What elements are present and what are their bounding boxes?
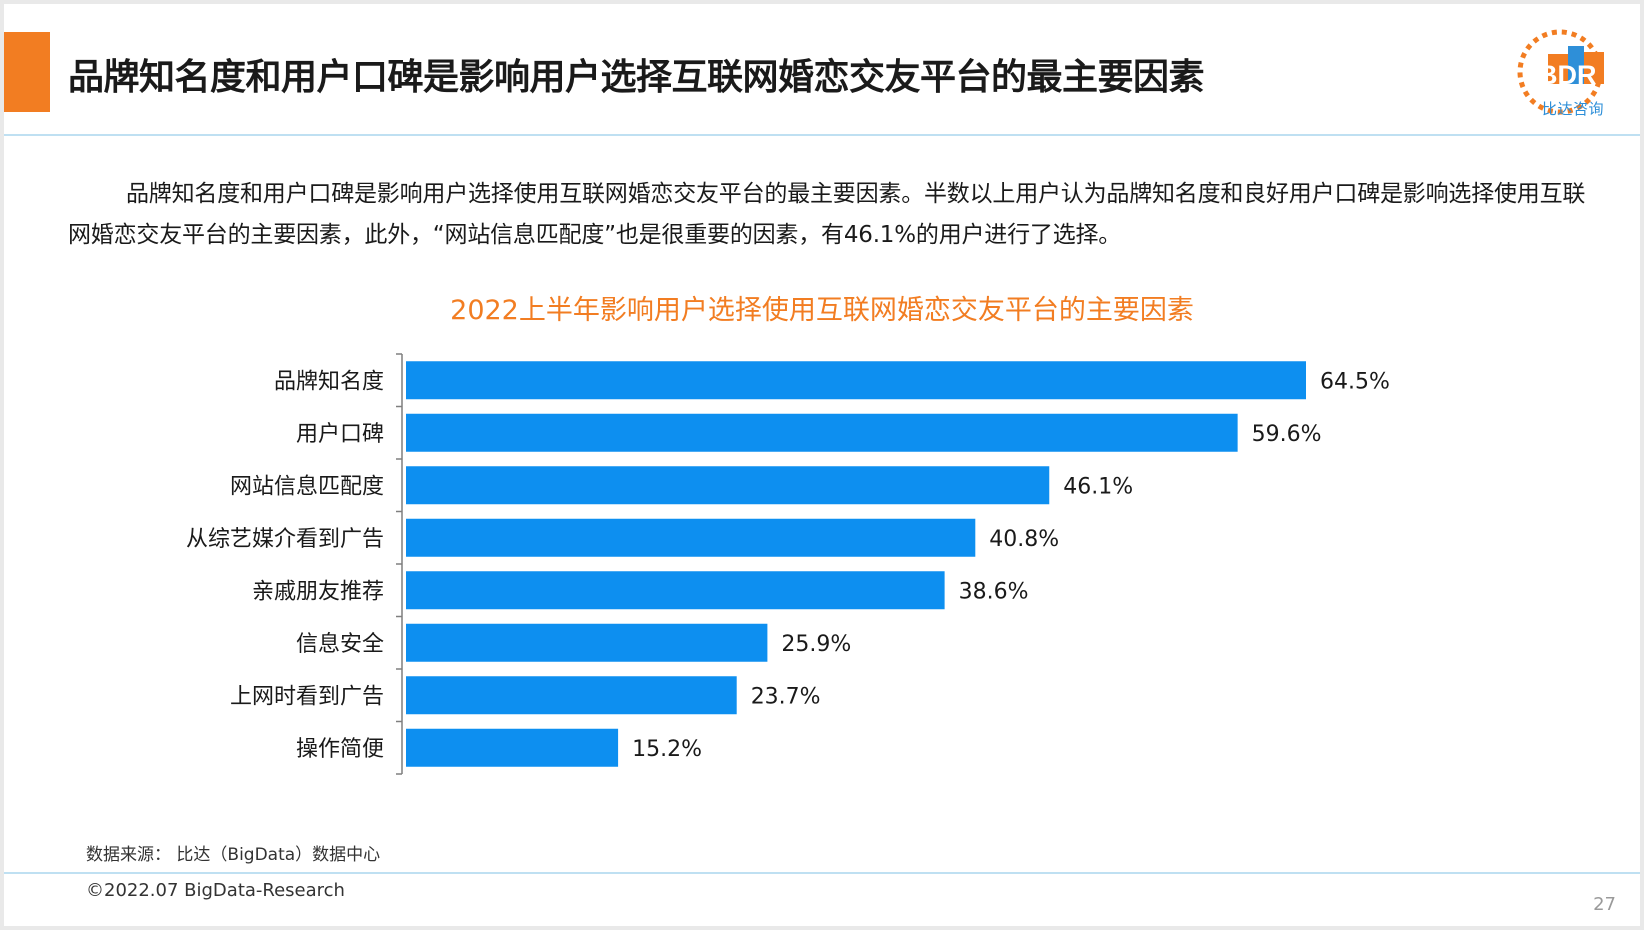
value-label: 23.7% [751, 684, 821, 709]
value-label: 15.2% [632, 737, 702, 762]
header-divider [4, 134, 1640, 136]
bar [406, 571, 945, 610]
chart-title: 2022上半年影响用户选择使用互联网婚恋交友平台的主要因素 [450, 295, 1194, 326]
category-label: 信息安全 [296, 632, 384, 657]
logo-block-orange-2 [1584, 52, 1604, 84]
category-label: 用户口碑 [296, 422, 384, 447]
bar [406, 361, 1306, 400]
bar-chart: 品牌知名度 64.5% 用户口碑 59.6% 网站信息匹配度 46.1% 从综艺媒介看到广告… [186, 353, 1390, 775]
bar [406, 623, 768, 662]
page-title: 品牌知名度和用户口碑是影响用户选择互联网婚恋交友平台的最主要因素 [68, 57, 1205, 98]
category-label: 从综艺媒介看到广告 [186, 527, 384, 552]
value-label: 64.5% [1320, 369, 1390, 394]
bar [406, 518, 976, 557]
logo-block-orange [1548, 54, 1568, 84]
category-label: 操作简便 [296, 737, 384, 762]
data-source: 数据来源： 比达（BigData）数据中心 [86, 845, 381, 865]
category-label: 亲戚朋友推荐 [252, 579, 384, 604]
logo-block-blue [1568, 46, 1584, 84]
bar [406, 466, 1050, 505]
bar [406, 728, 619, 767]
value-label: 38.6% [959, 579, 1029, 604]
category-label: 网站信息匹配度 [230, 474, 384, 499]
value-label: 25.9% [781, 632, 851, 657]
category-label: 上网时看到广告 [230, 684, 384, 709]
footer-divider [4, 872, 1640, 874]
value-label: 40.8% [989, 527, 1059, 552]
slide: 品牌知名度和用户口碑是影响用户选择互联网婚恋交友平台的最主要因素 BDR 比达咨… [4, 4, 1640, 926]
logo-text: 比达咨询 [1542, 100, 1605, 118]
title-accent-bar [4, 32, 50, 112]
intro-paragraph: 品牌知名度和用户口碑是影响用户选择使用互联网婚恋交友平台的最主要因素。半数以上用… [68, 181, 1586, 248]
bdr-logo: BDR [1517, 29, 1604, 115]
page-number: 27 [1593, 894, 1616, 915]
copyright: ©2022.07 BigData-Research [86, 880, 345, 901]
category-label: 品牌知名度 [274, 369, 384, 394]
bar [406, 676, 737, 715]
value-label: 59.6% [1252, 422, 1322, 447]
value-label: 46.1% [1063, 474, 1133, 499]
logo-letters: BDR [1538, 60, 1597, 90]
bar [406, 413, 1238, 452]
